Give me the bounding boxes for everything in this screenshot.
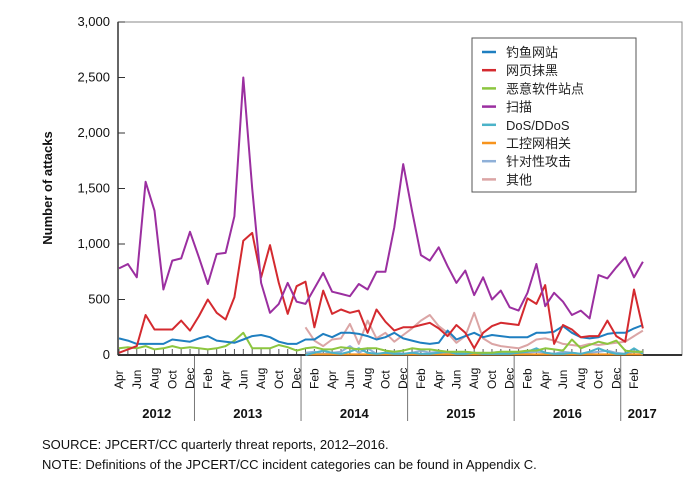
x-tick-label: Feb — [201, 368, 215, 389]
y-tick-label: 2,000 — [77, 125, 110, 140]
x-tick-label: Oct — [272, 370, 286, 389]
year-label: 2013 — [233, 406, 262, 421]
year-label: 2012 — [142, 406, 171, 421]
legend-label: 其他 — [506, 172, 532, 187]
y-tick-label: 2,500 — [77, 70, 110, 85]
x-tick-label: Feb — [414, 368, 428, 389]
x-tick-label: Dec — [609, 368, 623, 389]
x-tick-label: Aug — [574, 368, 588, 389]
x-tick-label: Jun — [236, 370, 250, 389]
year-label: 2017 — [628, 406, 657, 421]
x-tick-label: Oct — [378, 370, 392, 389]
legend-label: 钓鱼网站 — [506, 45, 558, 60]
x-tick-label: Oct — [165, 370, 179, 389]
series-line-3 — [118, 76, 644, 320]
year-label: 2016 — [553, 406, 582, 421]
x-tick-label: Oct — [485, 370, 499, 389]
y-tick-label: 3,000 — [77, 14, 110, 29]
legend-label: 扫描 — [506, 100, 532, 115]
legend-label: 工控网相关 — [506, 136, 571, 151]
line-chart: 0 500 1,000 1,500 2,000 2,500 3,000 Number of a… — [40, 14, 683, 421]
x-tick-label: Jun — [556, 370, 570, 389]
x-tick-label: Aug — [467, 368, 481, 389]
x-tick-label: Apr — [325, 370, 339, 389]
x-tick-label: Apr — [219, 370, 233, 389]
legend-label: 网页抹黑 — [506, 63, 558, 78]
x-tick-label: Dec — [396, 368, 410, 389]
x-tick-label: Apr — [112, 370, 126, 389]
x-tick-label: Feb — [520, 368, 534, 389]
y-tick-label: 0 — [103, 347, 110, 362]
y-axis-title: Number of attacks — [40, 131, 55, 244]
legend-label: DoS/DDoS — [506, 118, 570, 133]
y-tick-label: 1,000 — [77, 236, 110, 251]
legend-label: 针对性攻击 — [506, 154, 571, 169]
x-tick-label: Dec — [290, 368, 304, 389]
x-tick-label: Apr — [432, 370, 446, 389]
y-tick-label: 1,500 — [77, 181, 110, 196]
x-tick-label: Jun — [449, 370, 463, 389]
source-note: SOURCE: JPCERT/CC quarterly threat repor… — [42, 437, 389, 452]
series-line-7 — [304, 311, 644, 350]
y-tick-label: 500 — [88, 292, 110, 307]
year-label: 2014 — [340, 406, 370, 421]
x-tick-label: Dec — [183, 368, 197, 389]
x-tick-label: Jun — [130, 370, 144, 389]
definitions-note: NOTE: Definitions of the JPCERT/CC incid… — [42, 457, 537, 472]
legend-box — [471, 37, 637, 193]
series-line-0 — [118, 324, 644, 345]
year-label: 2015 — [446, 406, 475, 421]
x-tick-label: Feb — [307, 368, 321, 389]
x-tick-label: Dec — [503, 368, 517, 389]
x-tick-label: Jun — [343, 370, 357, 389]
legend-label: 恶意软件站点 — [506, 81, 584, 96]
series-line-1 — [118, 231, 644, 354]
x-tick-label: Aug — [361, 368, 375, 389]
x-tick-label: Apr — [538, 370, 552, 389]
x-tick-label: Oct — [592, 370, 606, 389]
series-line-2 — [118, 331, 643, 354]
x-tick-label: Aug — [148, 368, 162, 389]
x-tick-label: Aug — [254, 368, 268, 389]
x-tick-label: Feb — [627, 368, 641, 389]
